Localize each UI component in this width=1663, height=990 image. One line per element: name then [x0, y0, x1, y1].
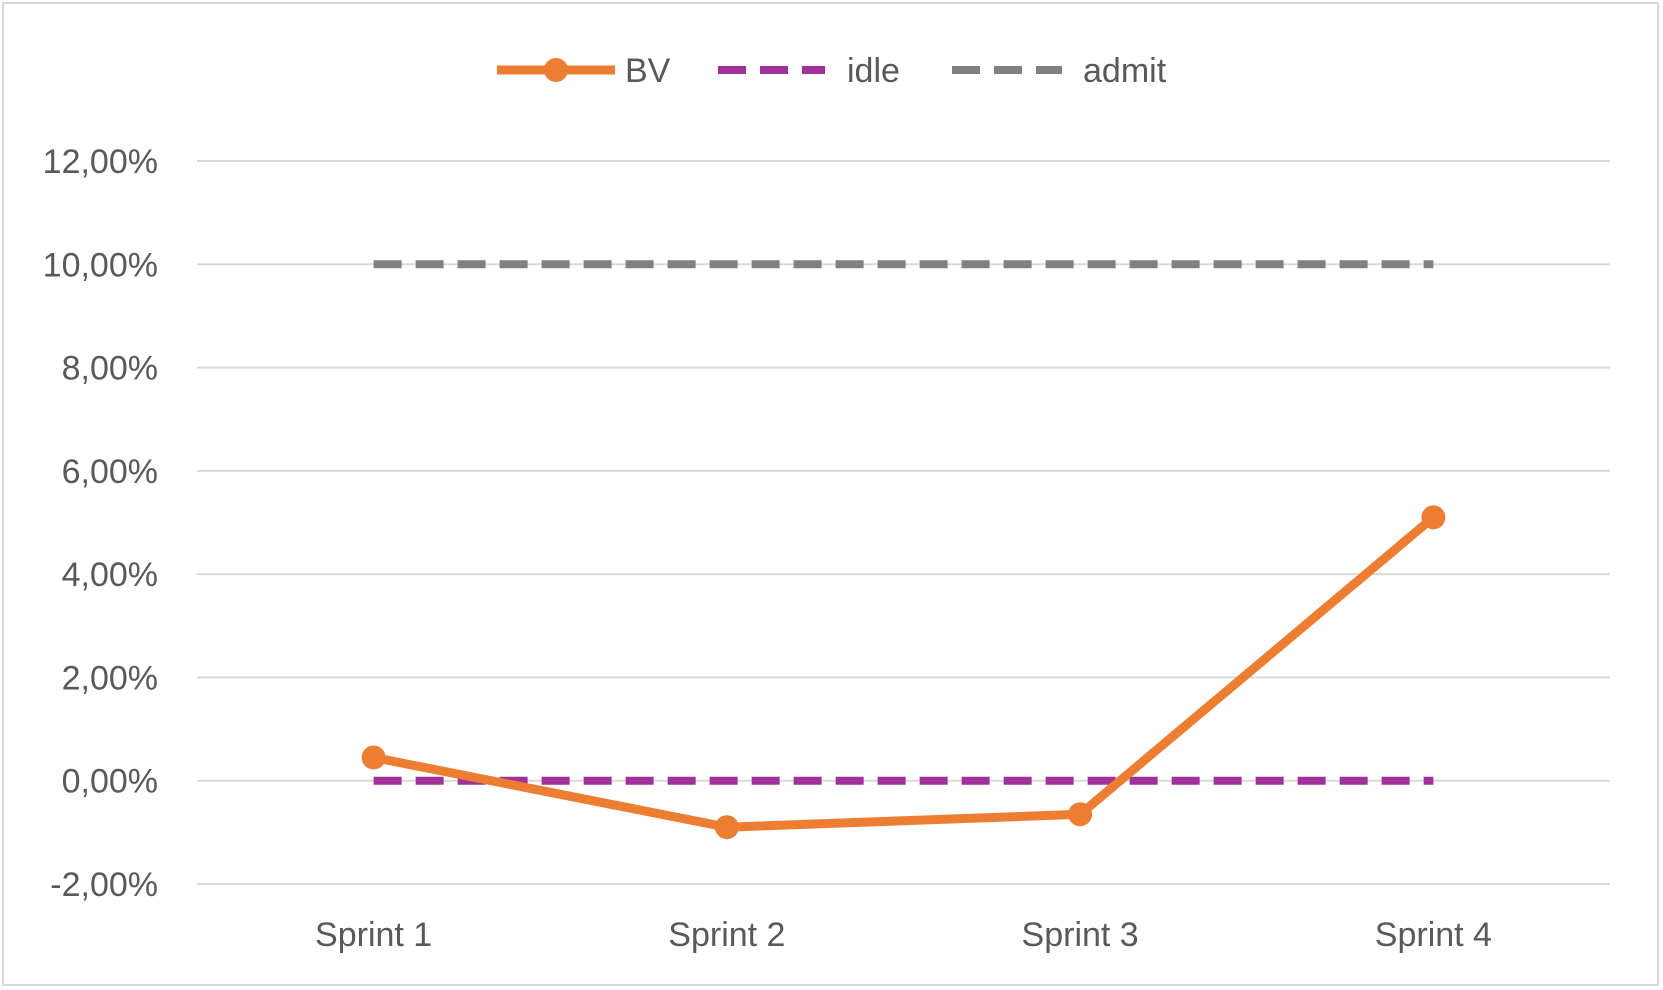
- y-tick-label: 8,00%: [62, 350, 158, 388]
- data-point-BV[interactable]: [714, 815, 739, 840]
- legend-label-BV: BV: [625, 52, 671, 90]
- y-tick-label: 12,00%: [43, 143, 158, 181]
- y-tick-label: 0,00%: [62, 763, 158, 801]
- x-tick-label: Sprint 1: [315, 916, 432, 954]
- x-tick-label: Sprint 4: [1375, 916, 1492, 954]
- legend-marker-BV: [544, 58, 568, 82]
- x-tick-label: Sprint 2: [668, 916, 785, 954]
- data-point-BV[interactable]: [1421, 505, 1446, 530]
- series-line-BV: [369, 512, 1438, 832]
- legend-label-idle: idle: [847, 52, 900, 90]
- data-point-BV[interactable]: [1068, 802, 1093, 827]
- y-tick-label: 4,00%: [62, 556, 158, 594]
- y-tick-label: 6,00%: [62, 453, 158, 491]
- legend-label-admit: admit: [1083, 52, 1167, 90]
- data-point-BV[interactable]: [361, 745, 386, 770]
- x-tick-label: Sprint 3: [1022, 916, 1139, 954]
- y-tick-label: 10,00%: [43, 246, 158, 284]
- y-tick-label: 2,00%: [62, 659, 158, 697]
- y-tick-label: -2,00%: [50, 866, 158, 904]
